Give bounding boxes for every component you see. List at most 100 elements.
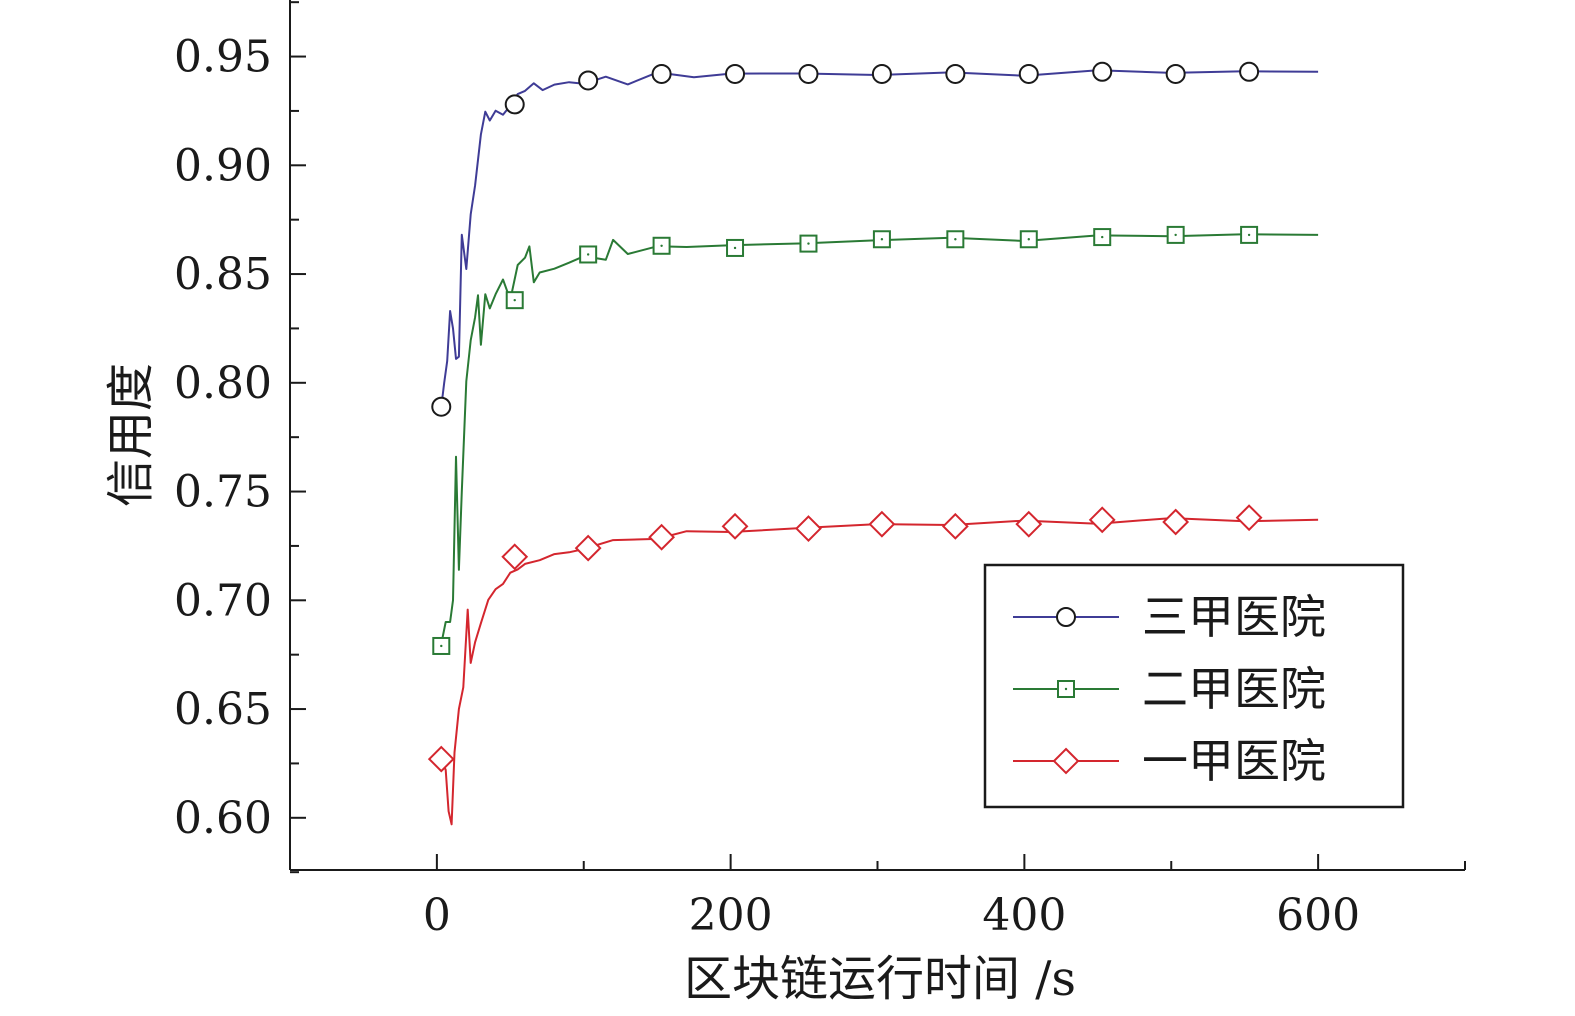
- marker-shape: [795, 515, 822, 542]
- x-tick-label: 600: [1276, 890, 1360, 941]
- y-tick-label: 0.90: [174, 140, 272, 191]
- legend-item-1: 三甲医院: [1013, 590, 1326, 644]
- x-tick-label: 400: [982, 890, 1066, 941]
- marker-dot: [660, 244, 663, 247]
- marker-dot: [733, 246, 737, 250]
- series-2-marker: [652, 236, 671, 255]
- marker-dot: [1101, 235, 1104, 239]
- marker-shape: [1162, 508, 1190, 536]
- series-2-marker: [946, 230, 965, 249]
- marker-shape: [941, 512, 969, 540]
- series-1-marker: [504, 94, 525, 115]
- marker-dot: [807, 242, 810, 245]
- series-1-marker: [871, 63, 892, 84]
- marker-dot: [1027, 238, 1030, 241]
- legend-marker: [1057, 680, 1075, 698]
- series-2-marker: [1166, 225, 1185, 244]
- series-1-marker: [1165, 63, 1186, 84]
- series-2-marker: [505, 291, 524, 310]
- series-3-marker: [941, 512, 969, 540]
- marker-dot: [1064, 687, 1068, 691]
- legend-item-2: 二甲医院: [1013, 662, 1326, 716]
- series-3-marker: [868, 510, 896, 538]
- marker-shape: [1092, 61, 1113, 82]
- x-tick-label: 200: [689, 890, 773, 941]
- y-tick-label: 0.60: [174, 793, 272, 844]
- legend-label: 三甲医院: [1142, 590, 1326, 644]
- marker-shape: [578, 70, 599, 91]
- series-3-marker: [795, 515, 822, 542]
- marker-shape: [721, 512, 749, 540]
- marker-shape: [1018, 63, 1039, 84]
- marker-shape: [871, 63, 892, 84]
- marker-dot: [880, 238, 884, 241]
- series-3-marker: [648, 523, 676, 551]
- tick-labels: 0.60 0.65 0.70 0.75 0.80 0.85 0.90 0.95 0 200 400 6…: [174, 32, 1360, 941]
- marker-shape: [1052, 747, 1080, 775]
- plot-area: [427, 61, 1319, 826]
- series-1-marker: [945, 63, 966, 84]
- series-1-marker: [431, 396, 452, 417]
- marker-shape: [1056, 607, 1076, 627]
- legend-item-3: 一甲医院: [1013, 734, 1326, 788]
- marker-shape: [427, 745, 455, 773]
- y-tick-label: 0.85: [174, 249, 272, 300]
- marker-dot: [1247, 233, 1251, 237]
- marker-shape: [574, 534, 602, 562]
- marker-shape: [651, 63, 672, 84]
- marker-shape: [504, 94, 525, 115]
- series-1-marker: [798, 63, 819, 84]
- marker-dot: [440, 644, 443, 648]
- legend-marker: [1056, 607, 1076, 627]
- marker-shape: [648, 523, 676, 551]
- series-2-marker: [579, 245, 598, 264]
- marker-shape: [725, 63, 746, 84]
- marker-shape: [1015, 510, 1043, 538]
- series-3-marker: [427, 745, 455, 773]
- marker-shape: [945, 63, 966, 84]
- series-1-marker: [725, 63, 746, 84]
- marker-shape: [1088, 506, 1116, 534]
- series-3-marker: [1162, 508, 1190, 536]
- series-1-marker: [1239, 61, 1260, 82]
- marker-dot: [586, 253, 590, 256]
- series-1-marker: [578, 70, 599, 91]
- marker-dot: [513, 298, 516, 302]
- legend-box: [983, 563, 1405, 809]
- series-1-marker: [1018, 63, 1039, 84]
- series-3-marker: [574, 534, 602, 562]
- y-tick-label: 0.75: [174, 467, 272, 518]
- marker-dot: [1174, 233, 1177, 237]
- axes: [289, 0, 1466, 874]
- legend-label: 二甲医院: [1142, 662, 1326, 716]
- y-tick-label: 0.70: [174, 575, 272, 626]
- marker-shape: [501, 543, 529, 571]
- x-axis-title: 区块链运行时间 /s: [684, 951, 1076, 1007]
- series-2-marker: [872, 230, 891, 249]
- marker-shape: [1239, 61, 1260, 82]
- x-tick-label: 0: [423, 890, 451, 941]
- series-2-marker: [799, 234, 818, 253]
- marker-shape: [798, 63, 819, 84]
- series-2-marker: [1019, 230, 1038, 249]
- series-3-marker: [1015, 510, 1043, 538]
- series-3-marker: [721, 512, 749, 540]
- marker-shape: [1235, 504, 1263, 532]
- marker-dot: [954, 238, 957, 241]
- y-tick-label: 0.65: [174, 684, 272, 735]
- marker-shape: [1165, 63, 1186, 84]
- y-axis-title: 信用度: [103, 363, 159, 507]
- series-3-marker: [501, 543, 529, 571]
- series-2-marker: [726, 238, 745, 257]
- series-line-2: [440, 233, 1319, 644]
- series-3-marker: [1088, 506, 1116, 534]
- series-1-marker: [651, 63, 672, 84]
- marker-shape: [868, 510, 896, 538]
- y-tick-label: 0.80: [174, 358, 272, 409]
- legend-label: 一甲医院: [1142, 734, 1326, 788]
- legend-marker: [1052, 747, 1080, 775]
- y-tick-label: 0.95: [174, 32, 272, 83]
- series-line-3: [440, 517, 1319, 826]
